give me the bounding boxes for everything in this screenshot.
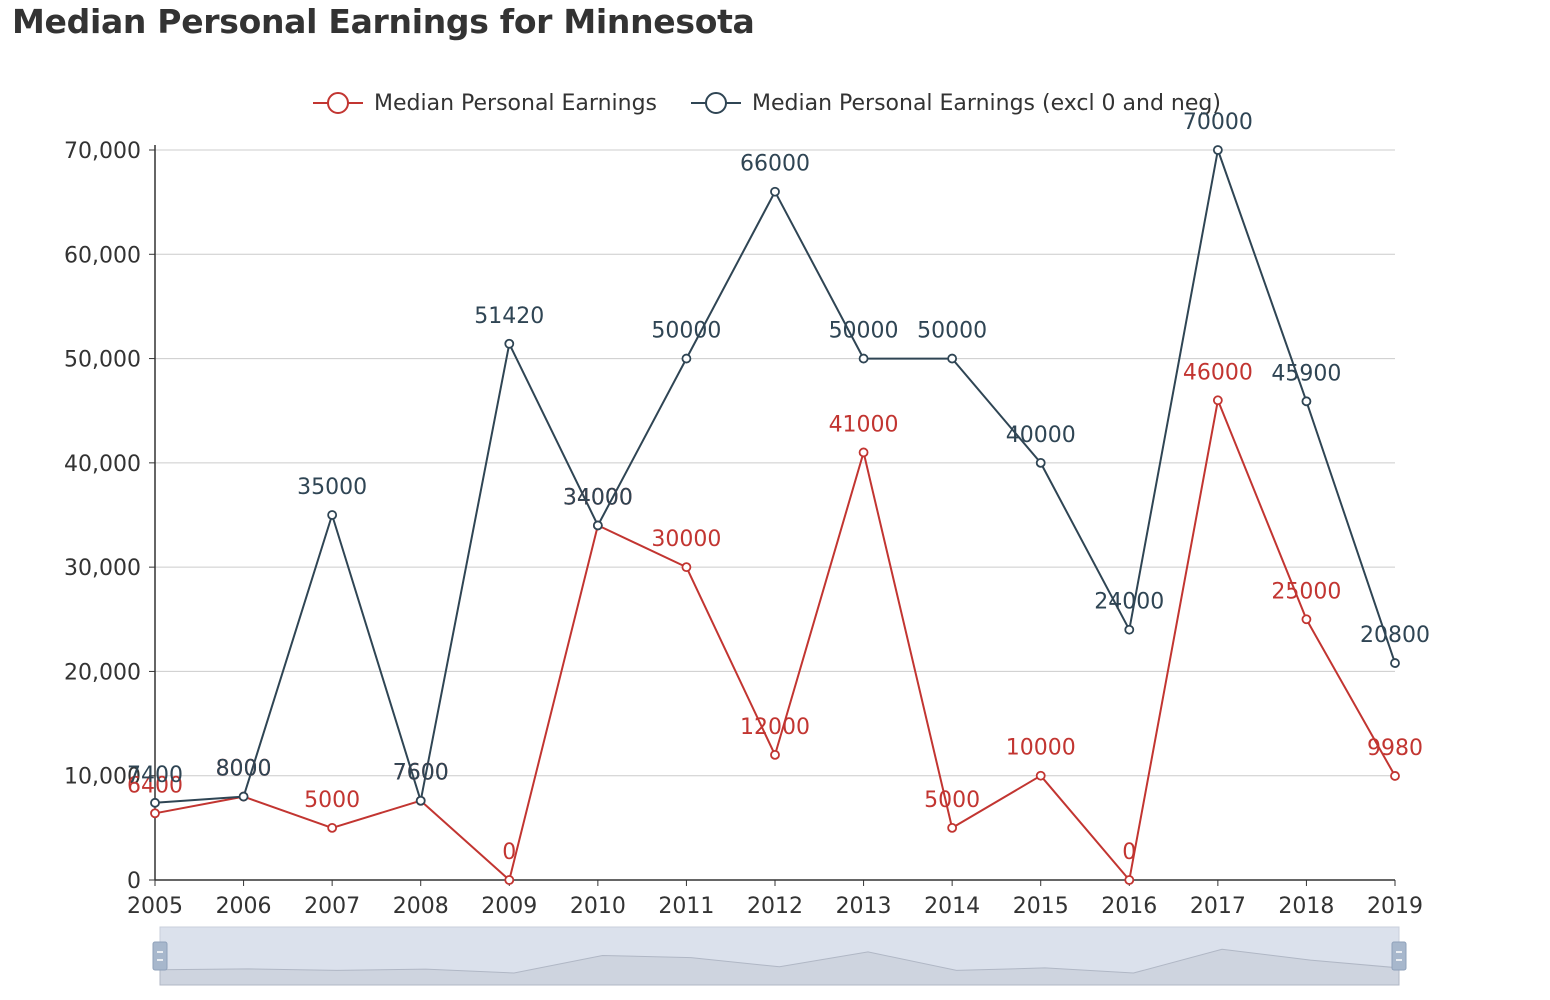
data-label: 12000 — [740, 715, 810, 740]
data-point[interactable] — [1124, 875, 1135, 885]
data-point[interactable] — [150, 808, 160, 819]
data-label: 35000 — [297, 475, 367, 500]
legend-marker — [705, 92, 727, 114]
x-tick-label: 2012 — [747, 894, 803, 919]
y-tick-label: 70,000 — [64, 139, 141, 164]
data-point[interactable] — [681, 562, 692, 573]
data-point[interactable] — [150, 797, 160, 808]
y-tick-label: 40,000 — [64, 452, 141, 477]
data-point[interactable] — [1212, 145, 1223, 155]
data-label: 7600 — [393, 761, 449, 786]
series-lines — [150, 145, 1400, 885]
data-point[interactable] — [1035, 770, 1046, 781]
data-point[interactable] — [1212, 395, 1223, 406]
x-tick-label: 2008 — [393, 894, 449, 919]
data-point[interactable] — [592, 520, 603, 531]
data-label: 25000 — [1271, 579, 1341, 604]
data-label: 8000 — [216, 757, 272, 782]
data-point[interactable] — [1124, 624, 1135, 635]
legend-label: Median Personal Earnings (excl 0 and neg… — [752, 91, 1221, 116]
axes: 0 10,000 20,000 30,000 40,000 50,000 60,000 70,… — [64, 139, 1423, 919]
zoom-handle-right[interactable] — [1391, 941, 1407, 971]
y-tick-label: 0 — [127, 869, 141, 894]
x-tick-label: 2013 — [836, 894, 892, 919]
legend-marker — [327, 92, 349, 114]
x-tick-label: 2014 — [924, 894, 980, 919]
x-tick-label: 2009 — [481, 894, 537, 919]
data-label: 7600 — [393, 761, 449, 786]
data-labels: 6400 8000 5000 7600 0 34000 30000 12000 41000 500… — [127, 110, 1430, 865]
data-point[interactable] — [947, 353, 958, 364]
data-label: 66000 — [740, 152, 810, 177]
x-tick-label: 2019 — [1367, 894, 1423, 919]
data-label: 8000 — [216, 757, 272, 782]
data-point[interactable] — [327, 822, 338, 833]
x-tick-label: 2011 — [658, 894, 714, 919]
data-label: 50000 — [651, 319, 721, 344]
data-point[interactable] — [504, 875, 515, 885]
x-tick-label: 2010 — [570, 894, 626, 919]
y-tick-label: 10,000 — [64, 765, 141, 790]
data-label: 50000 — [829, 319, 899, 344]
data-label: 5000 — [304, 788, 360, 813]
x-tick-label: 2005 — [127, 894, 183, 919]
data-label: 30000 — [651, 527, 721, 552]
data-label: 24000 — [1094, 590, 1164, 615]
x-tick-label: 2017 — [1190, 894, 1246, 919]
legend-item-1[interactable]: Median Personal Earnings — [313, 91, 657, 116]
data-label: 9980 — [1367, 736, 1423, 761]
data-zoom-slider — [152, 926, 1407, 986]
handle-grip — [1391, 941, 1407, 971]
data-label: 51420 — [474, 304, 544, 329]
data-label: 0 — [502, 840, 516, 865]
data-point[interactable] — [1035, 457, 1046, 468]
data-label: 70000 — [1183, 110, 1253, 135]
y-tick-label: 30,000 — [64, 556, 141, 581]
x-tick-label: 2007 — [304, 894, 360, 919]
data-point[interactable] — [504, 338, 515, 349]
x-tick-label: 2016 — [1101, 894, 1157, 919]
data-point[interactable] — [947, 822, 958, 833]
data-label: 6400 — [127, 773, 183, 798]
data-label: 0 — [1122, 840, 1136, 865]
data-point[interactable] — [415, 795, 426, 806]
legend-item-2[interactable]: Median Personal Earnings (excl 0 and neg… — [691, 91, 1221, 116]
data-label: 7400 — [127, 763, 183, 788]
data-point[interactable] — [858, 353, 869, 364]
data-label: 20800 — [1360, 623, 1430, 648]
zoom-handle-left[interactable] — [152, 941, 168, 971]
data-label: 46000 — [1183, 360, 1253, 385]
y-tick-label: 20,000 — [64, 660, 141, 685]
data-point[interactable] — [1390, 771, 1400, 781]
data-point[interactable] — [681, 353, 692, 364]
data-point[interactable] — [1301, 396, 1312, 407]
x-tick-label: 2015 — [1013, 894, 1069, 919]
data-label: 41000 — [829, 412, 899, 437]
data-point[interactable] — [238, 791, 249, 802]
data-label: 45900 — [1271, 361, 1341, 386]
zoom-preview-area — [159, 948, 1400, 986]
grid-lines — [155, 149, 1395, 777]
y-tick-label: 50,000 — [64, 348, 141, 373]
y-tick-label: 60,000 — [64, 243, 141, 268]
data-label: 50000 — [917, 319, 987, 344]
data-point[interactable] — [1390, 658, 1400, 668]
data-point[interactable] — [770, 186, 780, 197]
legend-label: Median Personal Earnings — [374, 91, 657, 116]
data-point[interactable] — [770, 749, 780, 760]
data-point[interactable] — [858, 447, 869, 458]
handle-grip — [152, 941, 168, 971]
data-point[interactable] — [1301, 614, 1312, 625]
data-label: 40000 — [1006, 423, 1076, 448]
data-point[interactable] — [327, 510, 338, 520]
chart-title: Median Personal Earnings for Minnesota — [12, 2, 755, 41]
data-label: 34000 — [563, 485, 633, 510]
legend: Median Personal Earnings Median Personal … — [313, 91, 1221, 116]
x-tick-label: 2006 — [216, 894, 272, 919]
data-label: 10000 — [1006, 736, 1076, 761]
data-label: 5000 — [924, 788, 980, 813]
x-tick-label: 2018 — [1278, 894, 1334, 919]
data-label: 34000 — [563, 485, 633, 510]
